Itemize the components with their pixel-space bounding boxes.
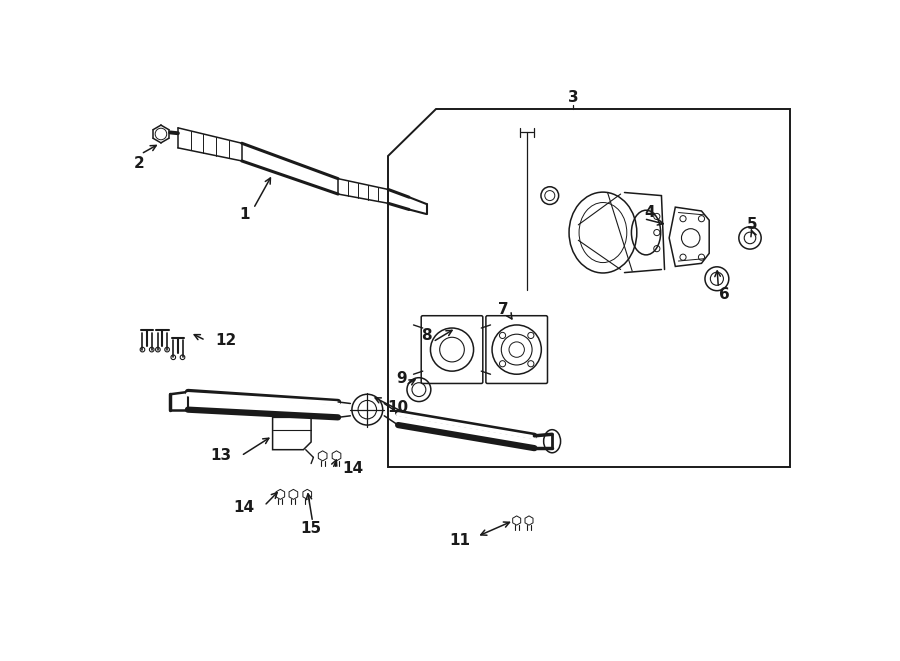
Text: 7: 7 (499, 302, 508, 317)
Text: 1: 1 (238, 208, 249, 222)
Polygon shape (276, 489, 284, 499)
Text: 4: 4 (644, 205, 655, 220)
Text: 13: 13 (211, 448, 232, 463)
Polygon shape (303, 489, 311, 499)
Text: 3: 3 (568, 89, 578, 104)
Polygon shape (669, 207, 709, 266)
Text: 10: 10 (388, 400, 409, 415)
FancyBboxPatch shape (486, 316, 547, 383)
Polygon shape (289, 489, 298, 499)
Text: 11: 11 (449, 533, 471, 548)
Polygon shape (513, 516, 521, 525)
Polygon shape (525, 516, 533, 525)
FancyBboxPatch shape (421, 316, 482, 383)
Text: 9: 9 (396, 371, 407, 386)
Text: 2: 2 (134, 156, 145, 171)
Text: 5: 5 (747, 217, 758, 233)
Text: 15: 15 (301, 521, 321, 535)
Polygon shape (319, 451, 327, 461)
Polygon shape (273, 417, 311, 449)
Text: 12: 12 (215, 333, 236, 348)
Polygon shape (332, 451, 341, 461)
Text: 14: 14 (342, 461, 363, 477)
Text: 8: 8 (421, 329, 432, 343)
Polygon shape (388, 108, 790, 467)
Text: 6: 6 (719, 287, 730, 301)
Text: 14: 14 (234, 500, 255, 515)
